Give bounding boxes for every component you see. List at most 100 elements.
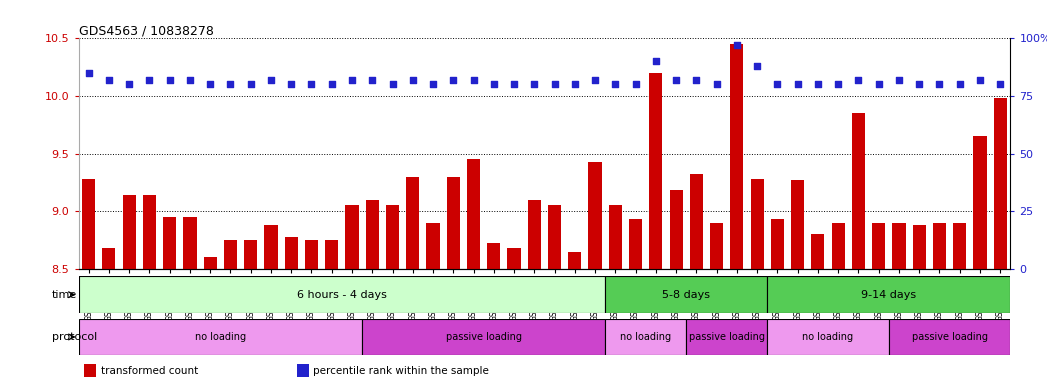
Bar	[265, 225, 277, 269]
Text: percentile rank within the sample: percentile rank within the sample	[313, 366, 489, 376]
Point	[688, 77, 705, 83]
Point	[283, 81, 299, 88]
Text: 5-8 days: 5-8 days	[663, 290, 710, 300]
Point	[324, 81, 340, 88]
Bar	[872, 223, 886, 269]
Bar	[608, 205, 622, 269]
Point	[303, 81, 319, 88]
Point	[729, 42, 745, 48]
Bar	[605, 276, 767, 313]
Point	[202, 81, 219, 88]
Bar	[994, 98, 1007, 269]
Point	[850, 77, 867, 83]
Bar	[305, 240, 318, 269]
Bar	[82, 179, 95, 269]
Bar	[974, 136, 986, 269]
Point	[425, 81, 442, 88]
Point	[952, 81, 968, 88]
Point	[789, 81, 806, 88]
Text: time: time	[52, 290, 77, 300]
Bar	[588, 162, 602, 269]
Point	[972, 77, 988, 83]
Bar	[365, 200, 379, 269]
Bar	[224, 240, 237, 269]
Bar	[79, 319, 362, 355]
Bar	[771, 219, 784, 269]
Point	[708, 81, 725, 88]
Point	[547, 81, 563, 88]
Point	[870, 81, 887, 88]
Point	[586, 77, 603, 83]
Bar	[487, 243, 500, 269]
Bar	[183, 217, 197, 269]
Bar	[767, 319, 889, 355]
Point	[891, 77, 908, 83]
Bar	[528, 200, 541, 269]
Bar	[913, 225, 926, 269]
Text: passive loading: passive loading	[689, 332, 764, 342]
Point	[222, 81, 239, 88]
Bar	[285, 237, 297, 269]
Bar	[892, 223, 906, 269]
Text: no loading: no loading	[802, 332, 853, 342]
Bar	[751, 179, 763, 269]
Text: transformed count: transformed count	[101, 366, 198, 376]
Bar	[852, 113, 865, 269]
Point	[992, 81, 1008, 88]
Point	[181, 77, 198, 83]
Bar	[767, 276, 1010, 313]
Text: protocol: protocol	[52, 332, 97, 342]
Bar	[629, 219, 642, 269]
Point	[101, 77, 117, 83]
Point	[506, 81, 522, 88]
Bar	[508, 248, 520, 269]
Bar	[792, 180, 804, 269]
Point	[749, 63, 765, 69]
Point	[911, 81, 928, 88]
Point	[81, 70, 97, 76]
Bar	[669, 190, 683, 269]
Point	[161, 77, 178, 83]
Bar	[79, 276, 605, 313]
Point	[526, 81, 542, 88]
Bar	[690, 174, 703, 269]
Bar	[649, 73, 663, 269]
Point	[931, 81, 948, 88]
Point	[627, 81, 644, 88]
Point	[668, 77, 685, 83]
Point	[364, 77, 381, 83]
Bar	[296, 364, 309, 377]
Bar	[548, 205, 561, 269]
Point	[566, 81, 583, 88]
Bar	[163, 217, 176, 269]
Bar	[326, 240, 338, 269]
Bar	[122, 195, 136, 269]
Bar	[362, 319, 605, 355]
Point	[263, 77, 280, 83]
Bar	[467, 159, 481, 269]
Text: passive loading: passive loading	[446, 332, 521, 342]
Bar	[203, 257, 217, 269]
Bar	[710, 223, 723, 269]
Bar	[569, 252, 581, 269]
Bar	[889, 319, 1010, 355]
Bar	[386, 205, 399, 269]
Point	[404, 77, 421, 83]
Point	[465, 77, 482, 83]
Text: no loading: no loading	[620, 332, 671, 342]
Text: passive loading: passive loading	[912, 332, 987, 342]
Bar	[103, 248, 115, 269]
Point	[607, 81, 624, 88]
Bar	[142, 195, 156, 269]
Bar	[84, 364, 96, 377]
Bar	[426, 223, 440, 269]
Point	[343, 77, 360, 83]
Point	[141, 77, 158, 83]
Text: 9-14 days: 9-14 days	[862, 290, 916, 300]
Bar	[406, 177, 420, 269]
Text: 6 hours - 4 days: 6 hours - 4 days	[297, 290, 386, 300]
Point	[830, 81, 847, 88]
Bar	[346, 205, 358, 269]
Bar	[933, 223, 946, 269]
Bar	[605, 319, 686, 355]
